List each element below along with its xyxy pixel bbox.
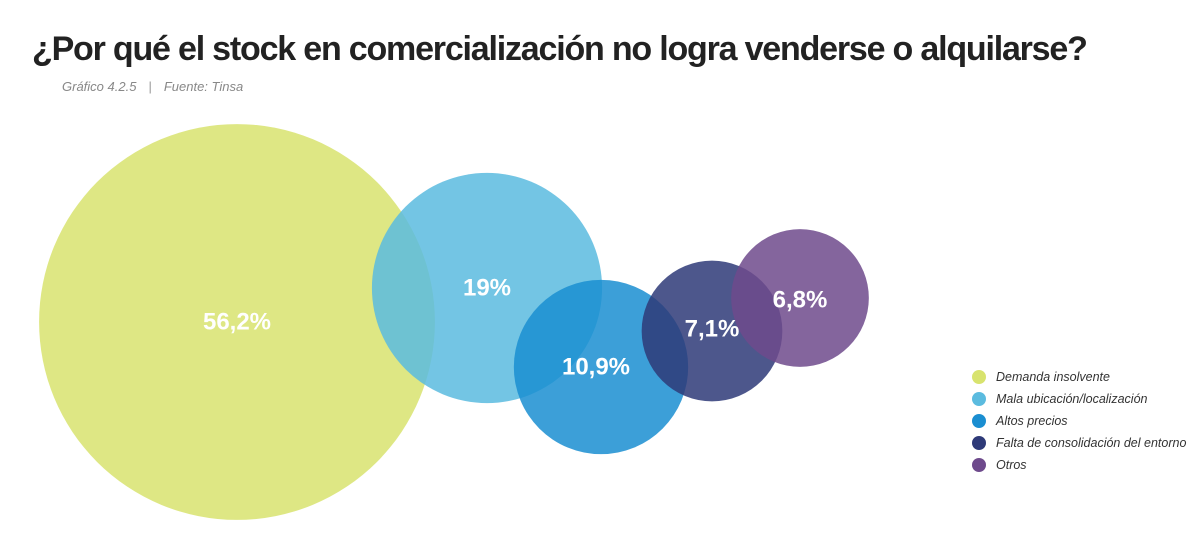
legend-item-otros: Otros (972, 456, 1186, 474)
bubble-otros (731, 229, 869, 367)
data-label-demanda-insolvente: 56,2% (203, 309, 271, 336)
legend-label: Falta de consolidación del entorno (996, 436, 1187, 450)
legend-swatch (972, 436, 986, 450)
subtitle-separator: | (148, 79, 152, 94)
legend-swatch (972, 414, 986, 428)
data-label-falta-de-consolidacion-del-entorno: 7,1% (685, 316, 740, 343)
chart-subtitle: Gráfico 4.2.5 | Fuente: Tinsa (62, 79, 243, 94)
legend-label: Mala ubicación/localización (996, 392, 1148, 406)
legend-item-mala-ubicacion-localizacion: Mala ubicación/localización (972, 390, 1186, 408)
data-label-altos-precios: 10,9% (562, 354, 630, 381)
data-label-otros: 6,8% (773, 287, 828, 314)
legend-item-falta-de-consolidacion-del-entorno: Falta de consolidación del entorno (972, 434, 1186, 452)
figure-number: Gráfico 4.2.5 (62, 79, 137, 94)
data-label-mala-ubicacion-localizacion: 19% (463, 275, 511, 302)
chart-title: ¿Por qué el stock en comercialización no… (32, 30, 1088, 68)
legend-swatch (972, 392, 986, 406)
legend-swatch (972, 370, 986, 384)
legend: Demanda insolvente Mala ubicación/localiz… (972, 368, 1186, 478)
source-label: Fuente: Tinsa (163, 79, 244, 94)
legend-item-altos-precios: Altos precios (972, 412, 1186, 430)
legend-label: Otros (996, 458, 1027, 472)
legend-item-demanda-insolvente: Demanda insolvente (972, 368, 1186, 386)
legend-label: Demanda insolvente (996, 370, 1110, 384)
legend-label: Altos precios (996, 414, 1068, 428)
bubble-demanda-insolvente (39, 124, 435, 520)
legend-swatch (972, 458, 986, 472)
